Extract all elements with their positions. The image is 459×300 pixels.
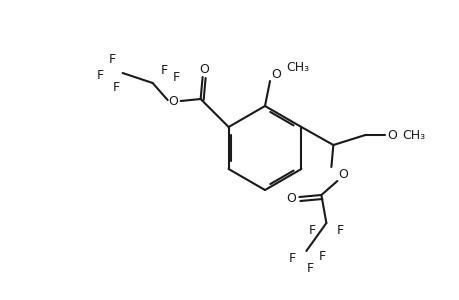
Text: F: F <box>161 64 168 76</box>
Text: O: O <box>199 62 209 76</box>
Text: F: F <box>306 262 313 275</box>
Text: F: F <box>336 224 343 238</box>
Text: F: F <box>113 80 120 94</box>
Text: CH₃: CH₃ <box>286 61 309 74</box>
Text: F: F <box>173 70 180 83</box>
Text: F: F <box>318 250 325 262</box>
Text: O: O <box>286 193 296 206</box>
Text: F: F <box>97 68 104 82</box>
Text: F: F <box>308 224 315 238</box>
Text: O: O <box>386 128 397 142</box>
Text: O: O <box>338 169 347 182</box>
Text: O: O <box>270 68 280 80</box>
Text: F: F <box>288 253 295 266</box>
Text: O: O <box>168 94 178 107</box>
Text: CH₃: CH₃ <box>401 128 424 142</box>
Text: F: F <box>109 52 116 65</box>
